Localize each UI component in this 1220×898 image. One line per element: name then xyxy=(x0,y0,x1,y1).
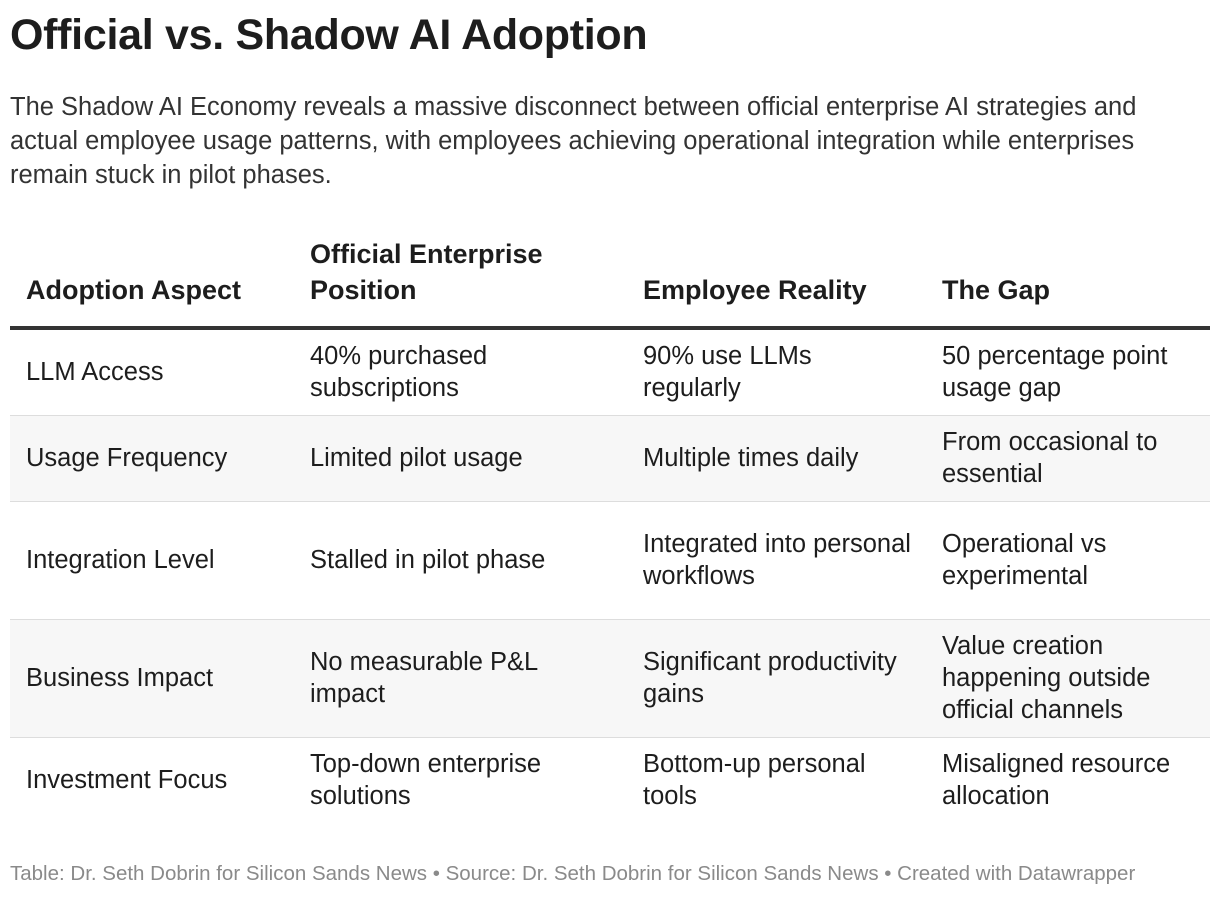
table-cell: Top-down enterprise solutions xyxy=(310,750,542,811)
table-cell: Limited pilot usage xyxy=(294,415,627,502)
table-cell: From occasional to essential xyxy=(926,415,1210,502)
table-cell: Integrated into personal workflows xyxy=(627,501,926,620)
table-cell: Business Impact xyxy=(10,619,294,738)
table-row: LLM Access 40% purchased subscriptions 9… xyxy=(10,328,1210,416)
table-cell: 90% use LLMs regularly xyxy=(627,328,926,416)
table-row: Usage Frequency Limited pilot usage Mult… xyxy=(10,415,1210,502)
chart-container: Official vs. Shadow AI Adoption The Shad… xyxy=(10,0,1210,810)
table-cell: 40% purchased subscriptions xyxy=(294,328,627,416)
table-cell: LLM Access xyxy=(10,328,294,416)
table-header-row: Adoption Aspect Official Enterprise Posi… xyxy=(10,234,1210,330)
table-cell: Misaligned resource allocation xyxy=(942,750,1171,811)
chart-footer: Table: Dr. Seth Dobrin for Silicon Sands… xyxy=(10,862,1136,885)
table-cell: Significant productivity gains xyxy=(627,619,926,738)
table-cell: Value creation happening outside officia… xyxy=(926,619,1210,738)
table-cell: Usage Frequency xyxy=(10,415,294,502)
table-cell: Operational vs experimental xyxy=(926,501,1210,620)
table-cell: Investment Focus xyxy=(26,766,228,795)
table-row: Investment Focus Top-down enterprise sol… xyxy=(10,737,1210,823)
column-header: The Gap xyxy=(926,234,1210,330)
chart-description: The Shadow AI Economy reveals a massive … xyxy=(10,93,1137,189)
table-cell: Multiple times daily xyxy=(627,415,926,502)
table-cell: No measurable P&L impact xyxy=(294,619,627,738)
table-cell: Stalled in pilot phase xyxy=(294,501,627,620)
page-title: Official vs. Shadow AI Adoption xyxy=(10,11,648,59)
table-row: Business Impact No measurable P&L impact… xyxy=(10,619,1210,738)
column-header: Adoption Aspect xyxy=(10,234,294,330)
table-row: Integration Level Stalled in pilot phase… xyxy=(10,501,1210,620)
table-cell: Integration Level xyxy=(10,501,294,620)
data-table: Adoption Aspect Official Enterprise Posi… xyxy=(10,234,1210,823)
table-cell: Bottom-up personal tools xyxy=(643,750,866,811)
table-cell: 50 percentage point usage gap xyxy=(926,328,1210,416)
column-header: Employee Reality xyxy=(627,234,926,330)
column-header: Official Enterprise Position xyxy=(294,234,627,330)
